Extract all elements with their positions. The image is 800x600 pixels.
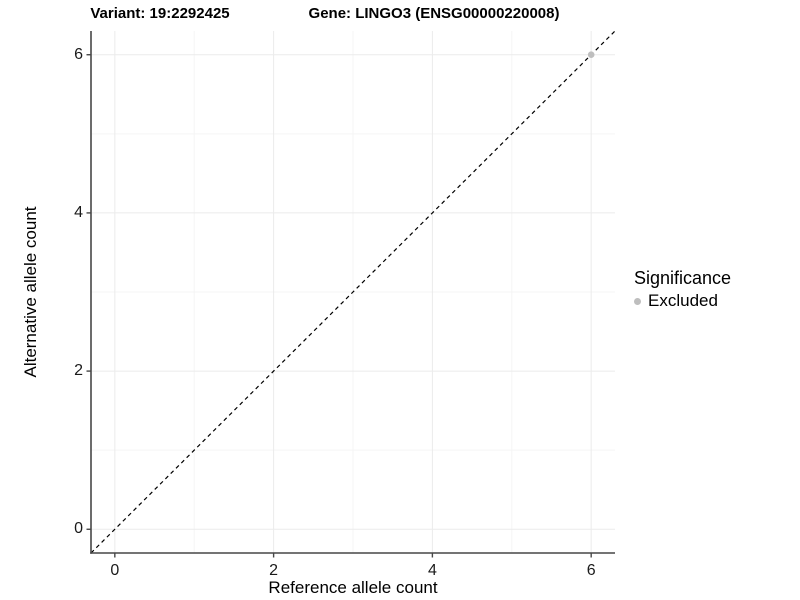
plot-title-variant: Variant: 19:2292425 — [90, 5, 230, 22]
y-tick-label: 4 — [74, 203, 83, 221]
x-tick-label: 2 — [269, 562, 279, 579]
identity-line — [90, 30, 616, 554]
data-point-excluded — [587, 51, 595, 59]
legend-items: Excluded — [634, 291, 731, 311]
x-axis-title: Reference allele count — [268, 578, 438, 597]
legend-item-excluded: Excluded — [634, 291, 731, 311]
y-axis-title: Alternative allele count — [21, 206, 40, 378]
x-tick-label: 4 — [427, 562, 437, 579]
x-tick-label: 6 — [586, 562, 596, 579]
plot-title-gene: Gene: LINGO3 (ENSG00000220008) — [308, 5, 560, 22]
legend-item-label: Excluded — [648, 291, 718, 310]
x-tick-label: 0 — [110, 562, 120, 579]
y-tick-label: 0 — [74, 520, 83, 538]
legend-title: Significance — [634, 268, 732, 288]
y-tick-label: 6 — [74, 45, 83, 63]
y-tick-label: 2 — [74, 362, 83, 380]
legend: Significance Excluded — [634, 268, 731, 311]
legend-key-dot — [634, 297, 641, 305]
